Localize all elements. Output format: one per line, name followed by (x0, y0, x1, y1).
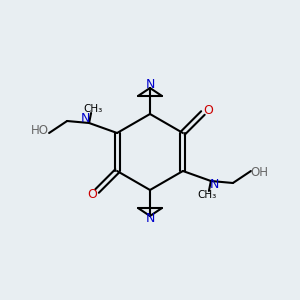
Text: N: N (80, 112, 90, 125)
Text: N: N (210, 178, 220, 191)
Text: HO: HO (31, 124, 49, 137)
Text: N: N (145, 212, 155, 226)
Text: N: N (145, 79, 155, 92)
Text: O: O (203, 103, 213, 116)
Text: CH₃: CH₃ (197, 190, 217, 200)
Text: O: O (87, 188, 97, 200)
Text: OH: OH (250, 167, 268, 179)
Text: CH₃: CH₃ (83, 104, 103, 114)
